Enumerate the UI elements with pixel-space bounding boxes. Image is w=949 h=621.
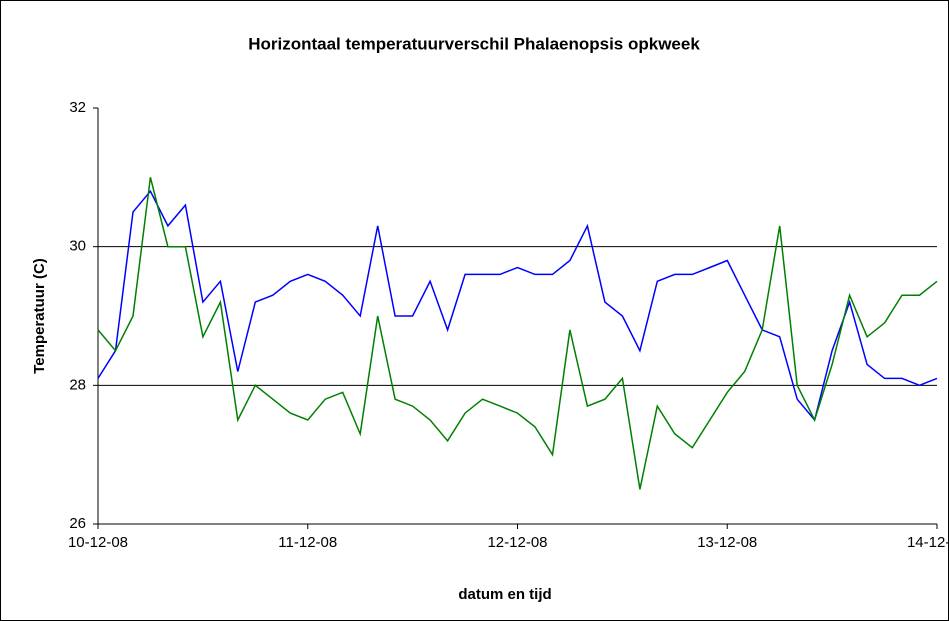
x-tick-label: 11-12-08 bbox=[278, 534, 337, 551]
x-axis-title: datum en tijd bbox=[458, 586, 551, 603]
x-tick-label: 13-12-08 bbox=[697, 534, 757, 551]
y-tick-label: 32 bbox=[69, 99, 86, 116]
y-tick-label: 28 bbox=[69, 376, 86, 393]
y-axis-title: Temperatuur (C) bbox=[31, 258, 48, 374]
x-tick-label: 12-12-08 bbox=[487, 534, 547, 551]
y-tick-label: 30 bbox=[69, 238, 86, 255]
line-series bbox=[97, 177, 938, 490]
line-series bbox=[97, 189, 938, 422]
y-tick-label: 26 bbox=[69, 515, 86, 532]
x-tick-label: 10-12-08 bbox=[68, 534, 128, 551]
chart-title: Horizontaal temperatuurverschil Phalaeno… bbox=[248, 34, 700, 53]
x-tick-label: 14-12-08 bbox=[907, 534, 949, 551]
